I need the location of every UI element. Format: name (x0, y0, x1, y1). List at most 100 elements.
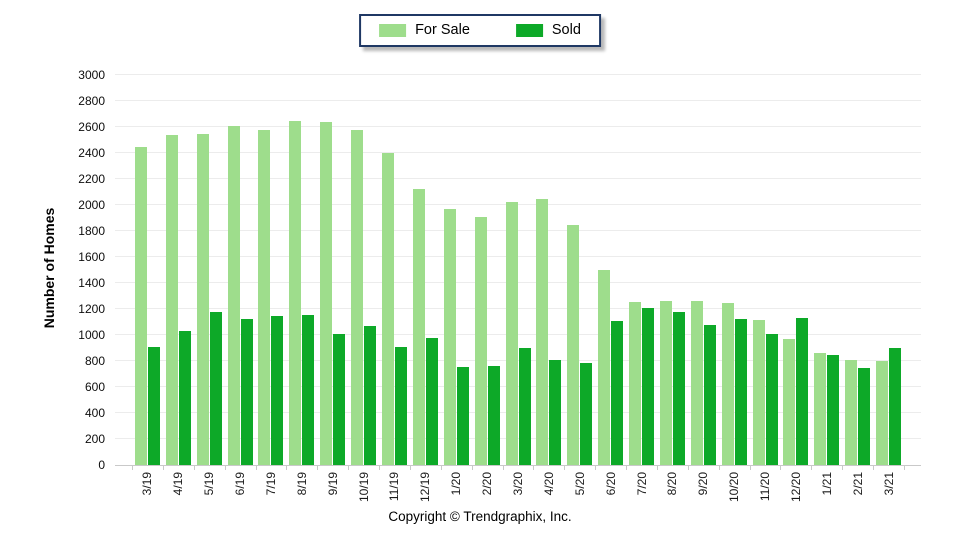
gridline (115, 386, 921, 387)
bar-group-8-20: 8/20 (659, 75, 685, 495)
sold-bar (765, 333, 778, 465)
legend-label-for-sale: For Sale (415, 22, 470, 38)
x-axis-tick (256, 465, 257, 470)
sold-bar (642, 308, 655, 465)
bar-group-2-20: 2/20 (474, 75, 500, 495)
x-axis-tick (564, 465, 565, 470)
y-tick-label: 0 (98, 458, 105, 472)
x-axis-label: 3/19 (140, 472, 155, 496)
for-sale-bar (196, 133, 209, 465)
bar-group-5-19: 5/19 (196, 75, 222, 495)
bar-group-1-21: 1/21 (814, 75, 840, 495)
x-axis-label: 6/19 (233, 472, 248, 496)
sold-bar (394, 347, 407, 465)
bar-group-11-20: 11/20 (752, 75, 778, 501)
sold-bar (425, 337, 438, 465)
for-sale-bar (443, 208, 456, 465)
x-axis-tick (441, 465, 442, 470)
chart-legend: For Sale Sold (359, 14, 601, 47)
bar-group-12-20: 12/20 (783, 75, 809, 502)
for-sale-bar (814, 353, 827, 465)
plot-area: 3/19 4/19 5/19 6/19 7/19 8/19 9/19 10/19 11/19 12… (115, 74, 921, 502)
y-tick-label: 2600 (78, 120, 105, 134)
gridline (115, 204, 921, 205)
sold-bar (487, 366, 500, 465)
bar-group-6-19: 6/19 (227, 75, 253, 495)
sold-bar (672, 312, 685, 465)
bar-group-2-21: 2/21 (845, 75, 871, 495)
for-sale-bar (474, 217, 487, 465)
for-sale-bar (567, 225, 580, 465)
x-axis-tick (132, 465, 133, 470)
bar-group-4-19: 4/19 (165, 75, 191, 495)
x-axis-label: 5/19 (202, 472, 217, 496)
for-sale-bar (659, 300, 672, 465)
sold-bar (827, 355, 840, 465)
y-tick-label: 1400 (78, 276, 105, 290)
x-axis-label: 12/19 (418, 472, 433, 503)
bar-group-8-19: 8/19 (289, 75, 315, 495)
sold-bar (240, 318, 253, 465)
for-sale-bar (412, 189, 425, 465)
y-tick-label: 400 (84, 406, 105, 420)
x-axis-label: 4/20 (541, 472, 556, 496)
bar-group-9-20: 9/20 (690, 75, 716, 495)
x-axis-label: 5/20 (572, 472, 587, 496)
x-axis-label: 2/20 (480, 472, 495, 496)
x-axis-label: 9/20 (696, 472, 711, 496)
y-tick-label: 3000 (78, 68, 105, 82)
bar-group-5-20: 5/20 (567, 75, 593, 495)
x-axis-tick (811, 465, 812, 470)
x-axis-tick (286, 465, 287, 470)
legend-item-for-sale: For Sale (379, 23, 470, 38)
for-sale-bar (845, 360, 858, 465)
gridline (115, 256, 921, 257)
x-axis-label: 6/20 (603, 472, 618, 496)
x-axis-label: 10/19 (356, 472, 371, 503)
x-axis-tick (225, 465, 226, 470)
x-axis-label: 7/19 (263, 472, 278, 496)
sold-bar (580, 362, 593, 465)
gridline (115, 308, 921, 309)
for-sale-bar (351, 129, 364, 465)
y-tick-label: 2200 (78, 172, 105, 186)
sold-bar (549, 359, 562, 465)
y-axis-labels: 0 200 400 600 800 1000 1200 1400 1600 1800 2000 220… (0, 68, 105, 472)
x-axis-tick (842, 465, 843, 470)
bar-group-4-20: 4/20 (536, 75, 562, 495)
sold-bar (271, 316, 284, 465)
x-axis-label: 2/21 (850, 472, 865, 496)
x-axis-tick (595, 465, 596, 470)
for-sale-bar (598, 270, 611, 465)
x-axis-label: 7/20 (634, 472, 649, 496)
x-axis-label: 3/21 (881, 472, 896, 496)
x-axis-label: 8/20 (665, 472, 680, 496)
x-axis-label: 1/21 (819, 472, 834, 496)
x-axis-tick (194, 465, 195, 470)
sold-bar (889, 348, 902, 465)
sold-bar (456, 366, 469, 465)
x-axis-tick (750, 465, 751, 470)
sold-bar (147, 347, 160, 465)
bar-group-12-19: 12/19 (412, 75, 438, 502)
bar-group-10-19: 10/19 (351, 75, 377, 502)
x-axis-label: 10/20 (727, 472, 742, 503)
legend-item-sold: Sold (515, 23, 581, 38)
for-sale-bar (227, 125, 240, 465)
x-axis-tick (472, 465, 473, 470)
x-axis-label: 4/19 (171, 472, 186, 496)
for-sale-bar (381, 153, 394, 465)
x-axis-tick (657, 465, 658, 470)
sold-bar (611, 320, 624, 465)
for-sale-bar (536, 199, 549, 465)
gridline (115, 360, 921, 361)
sold-bar (796, 318, 809, 465)
sold-bar (178, 331, 191, 465)
y-tick-label: 2000 (78, 198, 105, 212)
gridline (115, 438, 921, 439)
y-tick-label: 600 (84, 380, 105, 394)
x-axis-tick (533, 465, 534, 470)
sold-bar (518, 348, 531, 465)
bar-group-1-20: 1/20 (443, 75, 469, 495)
gridline (115, 334, 921, 335)
